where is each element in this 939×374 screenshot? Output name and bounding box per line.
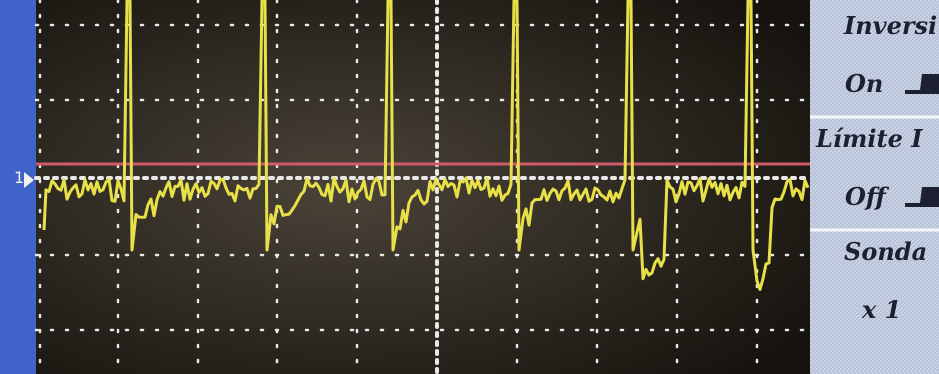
channel-arrow <box>24 172 34 188</box>
menu-value[interactable]: Off <box>845 182 890 211</box>
toggle-icon <box>905 74 939 94</box>
menu-label: Límite I <box>815 124 923 153</box>
waveform <box>42 0 810 291</box>
toggle-icon <box>905 187 939 207</box>
left-strip <box>0 0 36 374</box>
menu-value[interactable]: x 1 <box>861 295 901 324</box>
menu-label: Sonda <box>844 237 927 266</box>
menu-label: Inversi <box>843 11 937 40</box>
side-menu <box>810 0 939 374</box>
channel-marker: 1 <box>14 168 24 187</box>
menu: Inversi On Límite I Off Sonda x 1 <box>810 11 939 324</box>
menu-value[interactable]: On <box>845 69 883 98</box>
